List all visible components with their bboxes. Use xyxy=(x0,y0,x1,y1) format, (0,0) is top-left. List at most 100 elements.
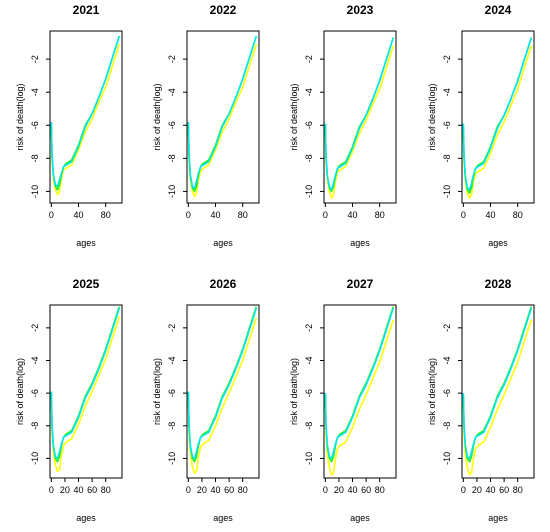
series-line-green xyxy=(50,306,121,463)
y-tick-label: -4 xyxy=(442,88,452,96)
y-tick-label: -6 xyxy=(30,121,40,129)
chart-panel-2024: 2024 0 40 80 -10 -8 -6 -4 -2 ages risk of death(lo… xyxy=(427,3,535,248)
y-axis-label: risk of death(log) xyxy=(15,83,25,150)
x-tick-label: 40 xyxy=(211,485,221,495)
y-tick-label: -10 xyxy=(442,452,452,465)
x-tick-label: 80 xyxy=(238,210,248,220)
plot-frame xyxy=(49,304,123,479)
series-line-cyan xyxy=(187,308,258,460)
plot-frame xyxy=(186,304,260,479)
series-lines xyxy=(324,37,395,199)
x-tick-label: 40 xyxy=(74,485,84,495)
x-tick-label: 40 xyxy=(348,485,358,495)
plot-frame xyxy=(186,30,260,204)
x-axis-label: ages xyxy=(213,238,233,248)
y-tick-label: -8 xyxy=(167,422,177,430)
series-line-cyan xyxy=(462,308,533,460)
x-tick-label: 80 xyxy=(375,485,385,495)
x-axis-label: ages xyxy=(76,238,96,248)
series-lines xyxy=(50,306,121,473)
x-tick-label: 40 xyxy=(211,210,221,220)
x-tick-label: 20 xyxy=(472,485,482,495)
panel-title: 2025 xyxy=(73,277,100,291)
series-line-green xyxy=(187,306,258,463)
series-line-green xyxy=(187,35,258,193)
y-axis-label: risk of death(log) xyxy=(15,358,25,425)
x-tick-label: 80 xyxy=(101,485,111,495)
y-tick-label: -10 xyxy=(304,452,314,465)
y-tick-label: -6 xyxy=(30,389,40,397)
y-tick-label: -2 xyxy=(442,324,452,332)
x-axis-label: ages xyxy=(213,513,233,523)
series-line-cyan xyxy=(50,308,121,460)
series-line-cyan xyxy=(324,37,395,191)
x-tick-label: 40 xyxy=(486,210,496,220)
y-tick-label: -8 xyxy=(167,154,177,162)
chart-panel-2025: 2025 0 20 40 60 80 -10 -8 -6 -4 -2 ages risk of deat… xyxy=(15,277,123,523)
panel-title: 2021 xyxy=(73,3,100,17)
y-tick-label: -10 xyxy=(167,452,177,465)
plot-frame xyxy=(461,304,535,479)
y-tick-label: -2 xyxy=(304,55,314,63)
series-line-yellow xyxy=(462,319,533,476)
chart-panel-2027: 2027 0 20 40 60 80 -10 -8 -6 -4 -2 ages risk of deat… xyxy=(289,277,397,523)
x-axis-label: ages xyxy=(76,513,96,523)
x-tick-label: 0 xyxy=(461,485,466,495)
x-tick-label: 80 xyxy=(513,210,523,220)
series-line-yellow xyxy=(324,319,395,476)
y-tick-label: -6 xyxy=(167,121,177,129)
y-tick-label: -10 xyxy=(167,185,177,198)
panel-title: 2027 xyxy=(347,277,374,291)
y-tick-label: -4 xyxy=(442,356,452,364)
series-line-cyan xyxy=(324,308,395,460)
y-tick-label: -4 xyxy=(167,88,177,96)
y-tick-label: -6 xyxy=(304,389,314,397)
y-tick-label: -4 xyxy=(304,356,314,364)
x-tick-label: 40 xyxy=(486,485,496,495)
y-tick-label: -2 xyxy=(30,324,40,332)
y-tick-label: -4 xyxy=(30,356,40,364)
series-line-yellow xyxy=(50,316,121,473)
y-tick-label: -8 xyxy=(304,154,314,162)
x-tick-label: 60 xyxy=(224,485,234,495)
series-line-green xyxy=(324,306,395,463)
y-tick-label: -8 xyxy=(30,154,40,162)
x-tick-label: 60 xyxy=(499,485,509,495)
x-axis-label: ages xyxy=(350,238,370,248)
y-tick-label: -10 xyxy=(30,185,40,198)
series-line-green xyxy=(462,37,533,194)
x-tick-label: 0 xyxy=(49,210,54,220)
y-tick-label: -4 xyxy=(167,356,177,364)
series-lines xyxy=(324,306,395,476)
x-tick-label: 80 xyxy=(238,485,248,495)
y-tick-label: -2 xyxy=(30,55,40,63)
y-tick-label: -10 xyxy=(442,185,452,198)
y-tick-label: -2 xyxy=(442,55,452,63)
y-tick-label: -6 xyxy=(442,389,452,397)
y-tick-label: -6 xyxy=(442,121,452,129)
x-axis-label: ages xyxy=(350,513,370,523)
series-line-yellow xyxy=(187,317,258,474)
plot-frame xyxy=(323,304,397,479)
y-axis-label: risk of death(log) xyxy=(289,358,299,425)
y-tick-label: -8 xyxy=(304,422,314,430)
x-axis-label: ages xyxy=(488,513,508,523)
x-tick-label: 80 xyxy=(101,210,111,220)
series-lines xyxy=(187,306,258,474)
series-lines xyxy=(462,37,533,199)
x-tick-label: 0 xyxy=(186,210,191,220)
series-line-cyan xyxy=(50,35,121,188)
y-tick-label: -6 xyxy=(304,121,314,129)
panel-title: 2023 xyxy=(347,3,374,17)
y-tick-label: -10 xyxy=(30,452,40,465)
y-tick-label: -2 xyxy=(304,324,314,332)
x-tick-label: 20 xyxy=(334,485,344,495)
x-tick-label: 0 xyxy=(323,485,328,495)
x-tick-label: 80 xyxy=(513,485,523,495)
x-tick-label: 20 xyxy=(197,485,207,495)
series-line-green xyxy=(324,37,395,193)
y-tick-label: -10 xyxy=(304,185,314,198)
chart-panel-2022: 2022 0 40 80 -10 -8 -6 -4 -2 ages risk of death(lo… xyxy=(152,3,260,248)
y-axis-label: risk of death(log) xyxy=(427,358,437,425)
x-axis-label: ages xyxy=(488,238,508,248)
